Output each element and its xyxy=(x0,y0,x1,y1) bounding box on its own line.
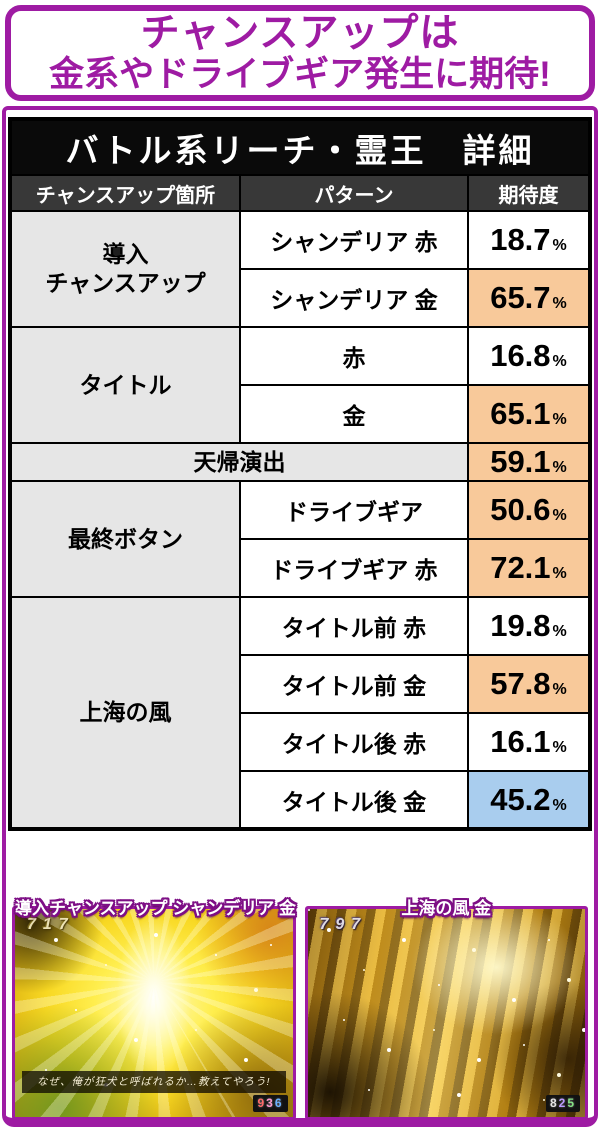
expectation-value: 65.7 xyxy=(490,280,551,315)
mini-digit-counter: 825 xyxy=(545,1095,580,1112)
mini-digit-counter: 936 xyxy=(253,1095,288,1112)
counter-digit: 6 xyxy=(274,1096,284,1110)
expectation-value: 59.1 xyxy=(490,444,551,479)
table-row: タイトル 赤 16.8% xyxy=(8,326,592,444)
table-row: シャンデリア 金 65.7% xyxy=(10,268,592,328)
reel-digits-top-left: 717 xyxy=(27,916,75,933)
expectation-cell: 16.1% xyxy=(466,712,592,772)
expectation-cell-highlighted: 72.1% xyxy=(466,538,592,598)
group-cell-shanghai-wind: 上海の風 xyxy=(8,596,241,830)
counter-digit: 3 xyxy=(266,1096,275,1110)
table-title: バトル系リーチ・霊王 詳細 xyxy=(8,118,592,176)
pattern-cell: シャンデリア 赤 xyxy=(238,210,469,270)
table-row: タイトル後 赤 16.1% xyxy=(10,712,592,772)
group-cell-intro-chanceup: 導入 チャンスアップ xyxy=(8,210,241,328)
reel-digits-top-left: 797 xyxy=(319,916,368,933)
percent-sign: % xyxy=(552,565,567,582)
screenshot-strip: 導入チャンスアップ シャンデリア 金 717 なぜ、俺が狂犬と呼ばれるか…教えて… xyxy=(12,899,588,1120)
expectation-value: 18.7 xyxy=(490,222,551,257)
group-cell-title: タイトル xyxy=(8,326,241,444)
table-row: 上海の風 タイトル前 赤 19.8% xyxy=(8,596,592,830)
expectation-cell: 19.8% xyxy=(466,596,592,656)
percent-sign: % xyxy=(552,295,567,312)
percent-sign: % xyxy=(552,353,567,370)
pattern-cell: タイトル前 金 xyxy=(238,654,469,714)
screenshot-right-image: 797 825 xyxy=(307,909,585,1117)
pattern-cell: 赤 xyxy=(238,326,469,386)
content-frame: バトル系リーチ・霊王 詳細 チャンスアップ箇所 パターン 期待度 導入 チャンス… xyxy=(2,106,598,1127)
pattern-cell: タイトル後 赤 xyxy=(238,712,469,772)
table-row: タイトル後 金 45.2% xyxy=(10,770,592,830)
table-row: 導入 チャンスアップ シャンデリア 赤 18.7% xyxy=(8,210,592,328)
expectation-cell-highlighted: 65.7% xyxy=(466,268,592,328)
group-cell-final-button: 最終ボタン xyxy=(8,480,241,598)
table-header-row: チャンスアップ箇所 パターン 期待度 xyxy=(8,174,592,212)
pattern-cell: ドライブギア 赤 xyxy=(238,538,469,598)
percent-sign: % xyxy=(552,237,567,254)
expectation-cell-highlighted-blue: 45.2% xyxy=(466,770,592,830)
banner: チャンスアップは 金系やドライブギア発生に期待! xyxy=(5,5,595,101)
screenshot-right-caption: 上海の風 金 xyxy=(401,899,492,918)
pattern-cell: タイトル後 金 xyxy=(238,770,469,830)
expectation-cell-highlighted: 65.1% xyxy=(466,384,592,444)
expectation-value: 57.8 xyxy=(490,666,551,701)
counter-digit: 8 xyxy=(549,1096,559,1110)
pattern-cell: ドライブギア xyxy=(238,480,469,540)
table-row: タイトル前 金 57.8% xyxy=(10,654,592,714)
percent-sign: % xyxy=(552,623,567,640)
expectation-cell: 18.7% xyxy=(466,210,592,270)
dialogue-subtitle: なぜ、俺が狂犬と呼ばれるか…教えてやろう! xyxy=(22,1071,286,1093)
table-row: 最終ボタン ドライブギア 50.6% xyxy=(8,480,592,598)
spec-table: バトル系リーチ・霊王 詳細 チャンスアップ箇所 パターン 期待度 導入 チャンス… xyxy=(7,117,593,831)
percent-sign: % xyxy=(552,459,567,476)
table-title-row: バトル系リーチ・霊王 詳細 xyxy=(8,118,592,176)
percent-sign: % xyxy=(552,796,567,814)
expectation-cell-highlighted: 50.6% xyxy=(466,480,592,540)
expectation-value: 50.6 xyxy=(490,492,551,527)
sparkle-dots xyxy=(307,909,310,911)
screenshot-left-caption: 導入チャンスアップ シャンデリア 金 xyxy=(15,899,296,918)
expectation-value: 72.1 xyxy=(490,550,551,585)
group-cell-tenki-enshutsu: 天帰演出 xyxy=(8,442,469,482)
pattern-cell: タイトル前 赤 xyxy=(238,596,469,656)
counter-digit: 2 xyxy=(558,1096,568,1110)
screenshot-right-shanghai-wind-gold: 上海の風 金 797 825 xyxy=(304,899,588,1120)
expectation-value: 16.1 xyxy=(490,724,551,759)
expectation-value: 19.8 xyxy=(490,608,551,643)
col-header-expectation: 期待度 xyxy=(466,174,592,212)
banner-title-line1: チャンスアップは xyxy=(140,12,460,55)
counter-digit: 9 xyxy=(257,1096,267,1110)
expectation-value: 65.1 xyxy=(490,396,551,431)
expectation-value: 45.2 xyxy=(490,781,551,817)
banner-title-line2: 金系やドライブギア発生に期待! xyxy=(49,55,551,95)
screenshot-left-image: 717 なぜ、俺が狂犬と呼ばれるか…教えてやろう! 936 xyxy=(15,909,293,1117)
pattern-cell: 金 xyxy=(238,384,469,444)
expectation-value: 16.8 xyxy=(490,338,551,373)
col-header-pattern: パターン xyxy=(238,174,469,212)
percent-sign: % xyxy=(552,681,567,698)
counter-digit: 5 xyxy=(567,1096,576,1110)
expectation-cell: 16.8% xyxy=(466,326,592,386)
golden-wind-art xyxy=(307,909,585,1117)
table-row: 金 65.1% xyxy=(10,384,592,444)
expectation-cell-highlighted: 59.1% xyxy=(466,442,592,482)
col-header-chanceup-location: チャンスアップ箇所 xyxy=(8,174,241,212)
percent-sign: % xyxy=(552,411,567,428)
pattern-cell: シャンデリア 金 xyxy=(238,268,469,328)
table-row: 天帰演出 59.1% xyxy=(8,442,592,482)
percent-sign: % xyxy=(552,739,567,756)
sparkle-dots xyxy=(15,909,17,911)
expectation-cell-highlighted: 57.8% xyxy=(466,654,592,714)
percent-sign: % xyxy=(552,507,567,524)
screenshot-left-chandelier-gold: 導入チャンスアップ シャンデリア 金 717 なぜ、俺が狂犬と呼ばれるか…教えて… xyxy=(12,899,296,1120)
table-row: ドライブギア 赤 72.1% xyxy=(10,538,592,598)
